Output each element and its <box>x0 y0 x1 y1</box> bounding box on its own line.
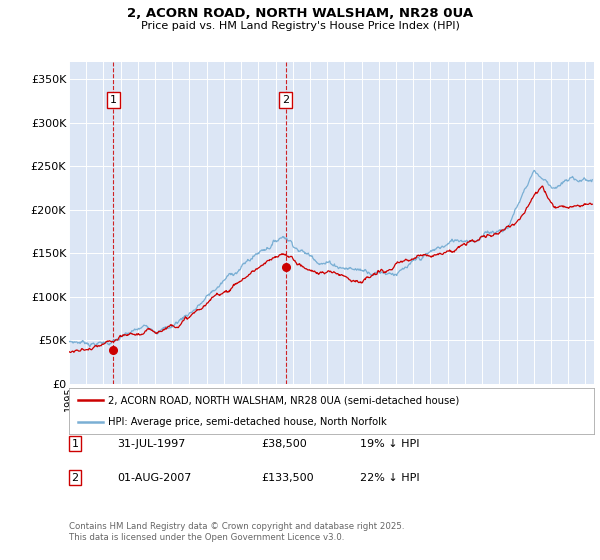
Text: Price paid vs. HM Land Registry's House Price Index (HPI): Price paid vs. HM Land Registry's House … <box>140 21 460 31</box>
Text: HPI: Average price, semi-detached house, North Norfolk: HPI: Average price, semi-detached house,… <box>109 417 387 427</box>
Text: 22% ↓ HPI: 22% ↓ HPI <box>360 473 419 483</box>
Text: This data is licensed under the Open Government Licence v3.0.: This data is licensed under the Open Gov… <box>69 533 344 542</box>
Text: 31-JUL-1997: 31-JUL-1997 <box>117 438 185 449</box>
Text: 1: 1 <box>110 95 117 105</box>
Text: 2, ACORN ROAD, NORTH WALSHAM, NR28 0UA (semi-detached house): 2, ACORN ROAD, NORTH WALSHAM, NR28 0UA (… <box>109 395 460 405</box>
Text: Contains HM Land Registry data © Crown copyright and database right 2025.: Contains HM Land Registry data © Crown c… <box>69 522 404 531</box>
Text: £38,500: £38,500 <box>261 438 307 449</box>
Text: 2: 2 <box>71 473 79 483</box>
Text: 2, ACORN ROAD, NORTH WALSHAM, NR28 0UA: 2, ACORN ROAD, NORTH WALSHAM, NR28 0UA <box>127 7 473 20</box>
Text: 2: 2 <box>282 95 289 105</box>
Text: 19% ↓ HPI: 19% ↓ HPI <box>360 438 419 449</box>
Text: 01-AUG-2007: 01-AUG-2007 <box>117 473 191 483</box>
Text: 1: 1 <box>71 438 79 449</box>
Text: £133,500: £133,500 <box>261 473 314 483</box>
